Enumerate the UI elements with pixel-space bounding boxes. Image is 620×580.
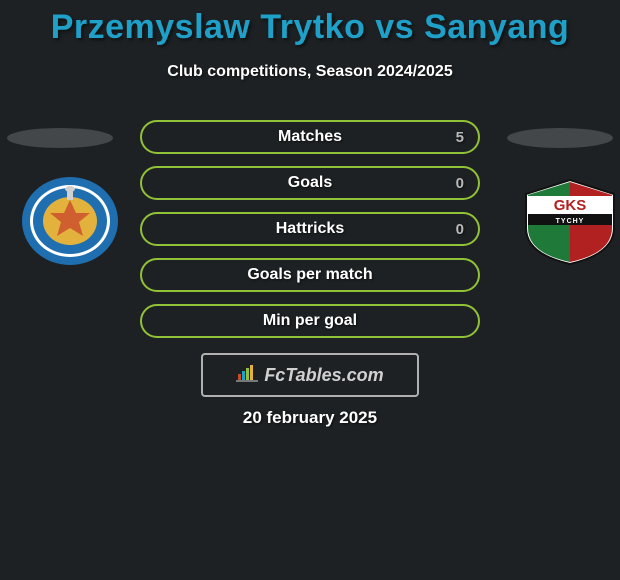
player-shadow-left [7,128,113,148]
footer-date: 20 february 2025 [0,408,620,428]
stat-row: Hattricks 0 [140,212,480,246]
brand-box: FcTables.com [201,353,419,397]
club-badge-right: GKS TYCHY [520,176,620,266]
stat-label: Matches [278,128,342,146]
stat-row: Matches 5 [140,120,480,154]
stat-label: Goals per match [247,266,372,284]
stat-row: Min per goal [140,304,480,338]
stat-label: Hattricks [276,220,344,238]
stat-label: Goals [288,174,332,192]
stat-right-value: 0 [456,175,464,192]
club-badge-left [20,176,120,266]
chart-icon [236,364,258,387]
comparison-subtitle: Club competitions, Season 2024/2025 [0,63,620,81]
player-shadow-right [507,128,613,148]
stat-label: Min per goal [263,312,357,330]
svg-text:TYCHY: TYCHY [556,218,585,225]
svg-text:GKS: GKS [554,197,587,214]
stat-right-value: 0 [456,221,464,238]
stats-table: Matches 5 Goals 0 Hattricks 0 Goals per … [140,120,480,350]
stat-row: Goals 0 [140,166,480,200]
stat-right-value: 5 [456,129,464,146]
brand-text: FcTables.com [264,365,383,386]
stat-row: Goals per match [140,258,480,292]
comparison-title: Przemyslaw Trytko vs Sanyang [0,0,620,47]
